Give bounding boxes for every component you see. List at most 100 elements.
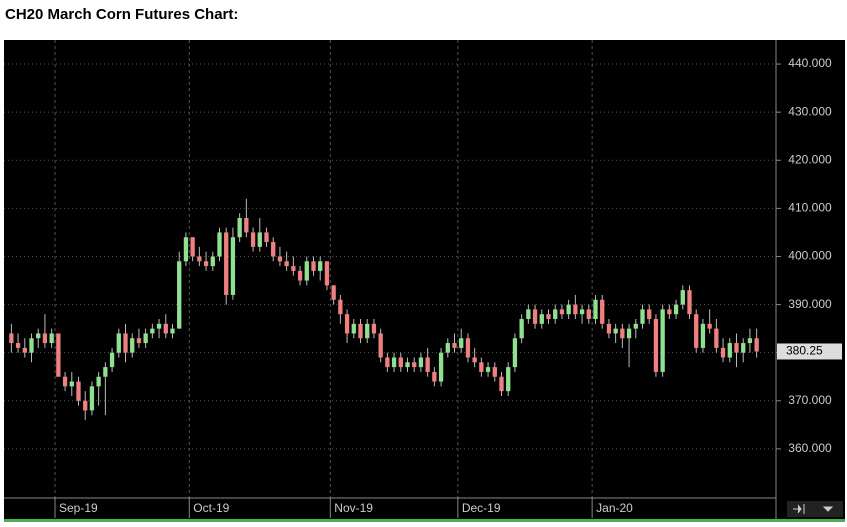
candle-body: [42, 333, 48, 344]
candle-body: [452, 343, 457, 348]
candle-body: [579, 309, 585, 315]
candle-body: [344, 314, 350, 334]
candle-body: [586, 309, 591, 320]
candle-body: [559, 309, 565, 315]
candle-body: [700, 323, 706, 348]
candle-body: [250, 232, 256, 247]
x-tick-label: Oct-19: [193, 501, 229, 515]
candle-body: [673, 304, 679, 315]
candle-body: [694, 314, 699, 348]
candle-body: [720, 347, 726, 358]
x-tick-label: Nov-19: [334, 501, 373, 515]
candle-body: [485, 367, 491, 372]
candle-body: [197, 256, 202, 262]
candle-body: [472, 357, 477, 363]
candle-body: [640, 309, 645, 324]
candle-body: [539, 314, 544, 324]
candle-body: [49, 333, 54, 344]
candle-body: [311, 261, 316, 271]
chart-title: CH20 March Corn Futures Chart:: [5, 6, 238, 23]
y-tick-label: 430.000: [788, 104, 832, 118]
candle-body: [432, 371, 437, 382]
candle-body: [626, 328, 632, 339]
candle-body: [506, 367, 511, 392]
candle-body: [606, 323, 612, 334]
y-tick-label: 370.000: [788, 393, 832, 407]
x-tick-label: Sep-19: [59, 501, 98, 515]
last-price-box: [777, 343, 842, 360]
x-tick-label: Jan-20: [596, 501, 633, 515]
candle-body: [62, 376, 68, 387]
candle-body: [156, 323, 162, 329]
candle-body: [445, 343, 450, 353]
candle-body: [291, 266, 296, 271]
candle-body: [378, 333, 383, 358]
candle-body: [465, 338, 471, 358]
candle-body: [385, 357, 390, 368]
scale-control[interactable]: [787, 501, 843, 517]
candle-body: [371, 323, 377, 334]
candle-body: [351, 323, 356, 334]
candle-body: [620, 328, 625, 339]
candle-body: [338, 299, 343, 315]
candle-body: [89, 386, 95, 411]
candle-body: [36, 333, 41, 339]
candle-body: [546, 314, 551, 320]
candle-body: [109, 352, 115, 368]
candle-body: [687, 290, 692, 315]
candle-body: [479, 362, 484, 372]
y-tick-label: 390.000: [788, 297, 832, 311]
candle-body: [438, 352, 444, 382]
scale-control-icon: [793, 504, 834, 514]
x-tick-label: Dec-19: [462, 501, 501, 515]
candle-body: [183, 237, 189, 262]
candle-body: [130, 338, 135, 353]
candle-body: [297, 270, 303, 281]
candle-body: [405, 362, 410, 368]
candle-body: [170, 328, 175, 334]
candle-body: [573, 304, 578, 315]
candle-body: [277, 256, 283, 262]
candle-body: [190, 237, 195, 257]
candle-body: [600, 299, 605, 324]
candle-body: [512, 338, 518, 368]
candle-body: [324, 261, 330, 286]
candle-body: [519, 319, 524, 339]
candle-body: [15, 343, 21, 348]
y-tick-label: 360.000: [788, 441, 832, 455]
candle-body: [412, 362, 417, 368]
candle-body: [29, 338, 34, 353]
candle-body: [667, 309, 672, 315]
candle-body: [566, 304, 571, 315]
candle-body: [553, 309, 558, 320]
candle-body: [284, 261, 289, 267]
candle-body: [358, 323, 363, 339]
candle-body: [123, 333, 128, 353]
chart-background: [4, 40, 845, 520]
candle-body: [398, 357, 403, 368]
candle-body: [96, 376, 101, 387]
candle-body: [741, 343, 746, 353]
candle-body: [532, 309, 538, 324]
candle-body: [304, 261, 309, 281]
candle-body: [593, 299, 598, 320]
candle-body: [143, 333, 148, 344]
candle-body: [264, 232, 269, 243]
candle-body: [633, 323, 638, 329]
candle-body: [150, 328, 155, 334]
candle-body: [425, 357, 430, 372]
candle-body: [69, 381, 74, 387]
candle-body: [653, 319, 659, 372]
candle-body: [754, 338, 759, 352]
candle-body: [613, 328, 618, 334]
candle-body: [271, 242, 276, 257]
candle-body: [103, 367, 108, 377]
candle-body: [22, 347, 27, 353]
y-tick-label: 400.000: [788, 249, 832, 263]
bottom-bar: [4, 519, 845, 522]
y-tick-label: 440.000: [788, 56, 832, 70]
candle-body: [136, 338, 142, 344]
candle-body: [224, 232, 229, 295]
candle-body: [734, 343, 739, 353]
